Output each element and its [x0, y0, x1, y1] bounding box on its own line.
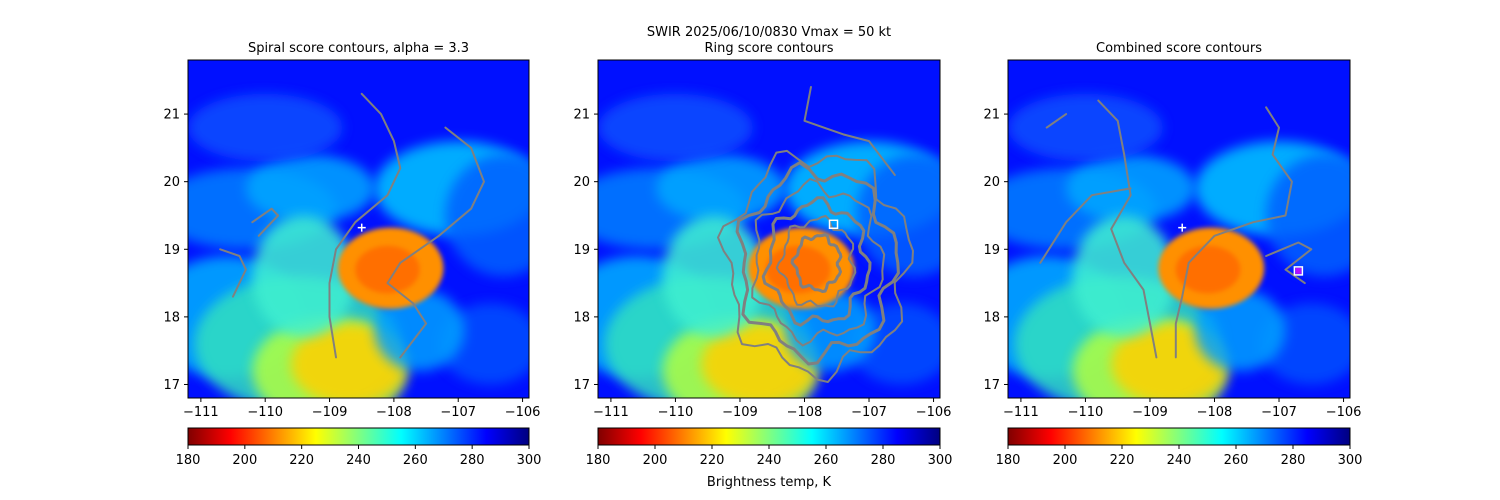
- panel-title: Ring score contours: [704, 41, 833, 56]
- colorbar-tick-label: 200: [1053, 453, 1078, 468]
- center-marker: [357, 223, 366, 232]
- x-tick-label: −111: [183, 405, 219, 420]
- x-tick-label: −110: [658, 405, 694, 420]
- colorbar-tick-label: 220: [700, 453, 725, 468]
- panel-spiral: Spiral score contours, alpha = 3.3 −111 −…: [163, 41, 542, 468]
- x-tick-label: −106: [1326, 405, 1362, 420]
- y-tick-label: 17: [983, 378, 1000, 393]
- x-tick-label: −109: [312, 405, 348, 420]
- colorbar-tick-label: 300: [517, 453, 542, 468]
- y-tick-label: 20: [163, 175, 180, 190]
- colorbar-tick-label: 200: [643, 453, 668, 468]
- score-contour: [386, 126, 485, 359]
- score-contour: [1265, 241, 1313, 285]
- x-tick-label: −109: [722, 405, 758, 420]
- colorbar-label: Brightness temp, K: [707, 475, 832, 490]
- x-tick-label: −108: [787, 405, 823, 420]
- y-tick-label: 21: [983, 108, 1000, 123]
- score-contour: [219, 248, 247, 298]
- x-tick-label: −111: [1003, 405, 1039, 420]
- panel-ring: Ring score contours −111 −110 −109 −108 −107…: [573, 41, 953, 468]
- figure-suptitle: SWIR 2025/06/10/0830 Vmax = 50 kt: [647, 25, 891, 40]
- y-tick-label: 19: [163, 243, 180, 258]
- colorbar-gradient: [187, 427, 530, 446]
- colorbar-tick-label: 280: [871, 453, 896, 468]
- satellite-image: [188, 60, 529, 398]
- y-tick-label: 21: [573, 108, 590, 123]
- x-tick-label: −110: [1068, 405, 1104, 420]
- colorbar-gradient: [1007, 427, 1351, 446]
- colorbar-tick-label: 260: [814, 453, 839, 468]
- x-tick-label: −110: [247, 405, 283, 420]
- colorbar-tick-label: 180: [176, 453, 201, 468]
- x-tick-label: −107: [1261, 405, 1297, 420]
- colorbar-gradient: [597, 427, 941, 446]
- colorbar-tick-label: 260: [1224, 453, 1249, 468]
- y-tick-label: 19: [573, 243, 590, 258]
- panel-combined: Combined score contours −111 −110 −109 −108…: [983, 41, 1363, 468]
- axes-frame: [187, 59, 530, 399]
- score-max-marker: [828, 219, 839, 230]
- colorbar: 180 200 220 240 260 280 300: [996, 427, 1363, 468]
- colorbar-tick-label: 240: [346, 453, 371, 468]
- colorbar-tick-label: 280: [460, 453, 485, 468]
- colorbar-tick-label: 300: [928, 453, 953, 468]
- colorbar: 180 200 220 240 260 280 300: [176, 427, 542, 468]
- colorbar-tick-label: 280: [1281, 453, 1306, 468]
- y-tick-label: 18: [573, 310, 590, 325]
- colorbar-tick-label: 260: [403, 453, 428, 468]
- colorbar-tick-label: 300: [1338, 453, 1363, 468]
- satellite-image: [1008, 60, 1350, 398]
- score-contour: [1097, 99, 1158, 359]
- x-tick-label: −111: [593, 405, 629, 420]
- colorbar-tick-label: 220: [1110, 453, 1135, 468]
- panel-title: Combined score contours: [1096, 41, 1262, 56]
- y-tick-label: 20: [983, 175, 1000, 190]
- colorbar-tick-label: 180: [586, 453, 611, 468]
- colorbar-tick-label: 180: [996, 453, 1021, 468]
- x-tick-label: −109: [1132, 405, 1168, 420]
- y-tick-label: 17: [163, 378, 180, 393]
- score-contour: [1039, 187, 1132, 264]
- y-tick-label: 18: [983, 310, 1000, 325]
- colorbar-tick-label: 240: [757, 453, 782, 468]
- x-tick-label: −107: [440, 405, 476, 420]
- score-contour: [251, 207, 280, 237]
- score-contour: [328, 92, 402, 359]
- axes-frame: [1007, 59, 1351, 399]
- y-tick-label: 19: [983, 243, 1000, 258]
- y-tick-label: 18: [163, 310, 180, 325]
- colorbar: 180 200 220 240 260 280 300: [586, 427, 953, 468]
- colorbar-tick-label: 240: [1167, 453, 1192, 468]
- x-tick-label: −108: [376, 405, 412, 420]
- panel-title: Spiral score contours, alpha = 3.3: [248, 41, 469, 56]
- ring-contour-region: [717, 86, 914, 383]
- x-tick-label: −106: [505, 405, 541, 420]
- score-contour: [1045, 113, 1068, 129]
- satellite-image: [598, 60, 940, 398]
- y-tick-label: 17: [573, 378, 590, 393]
- score-contour: [1174, 106, 1293, 359]
- x-tick-label: −108: [1197, 405, 1233, 420]
- colorbar-tick-label: 200: [232, 453, 257, 468]
- x-tick-label: −107: [851, 405, 887, 420]
- colorbar-tick-label: 220: [289, 453, 314, 468]
- center-marker: [1178, 223, 1187, 232]
- x-tick-label: −106: [916, 405, 952, 420]
- y-tick-label: 20: [573, 175, 590, 190]
- y-tick-label: 21: [163, 108, 180, 123]
- axes-frame: [597, 59, 941, 399]
- score-max-marker: [1293, 266, 1304, 276]
